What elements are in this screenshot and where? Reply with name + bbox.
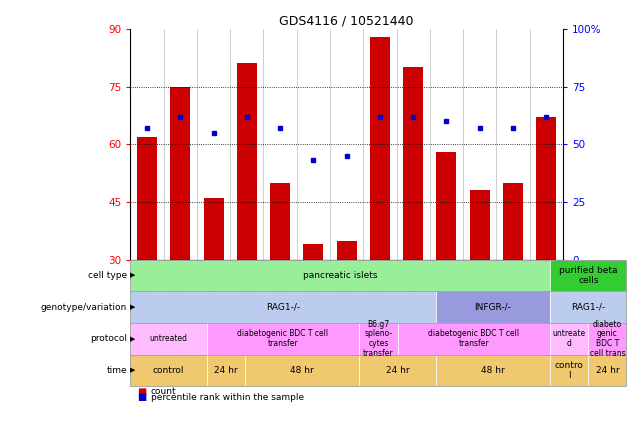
Title: GDS4116 / 10521440: GDS4116 / 10521440 (279, 15, 414, 28)
Text: control: control (153, 366, 184, 375)
Bar (170, 87, 190, 260)
Text: 48 hr: 48 hr (481, 366, 505, 375)
Text: untreated: untreated (149, 334, 188, 343)
Text: time: time (107, 366, 127, 375)
Text: 24 hr: 24 hr (214, 366, 238, 375)
Text: B6.g7
spleno-
cytes
transfer: B6.g7 spleno- cytes transfer (363, 320, 394, 358)
Text: percentile rank within the sample: percentile rank within the sample (151, 393, 304, 402)
Bar (503, 183, 523, 260)
Text: RAG1-/-: RAG1-/- (571, 303, 605, 312)
Text: cell type: cell type (88, 271, 127, 280)
Bar (436, 152, 457, 260)
Text: ▶: ▶ (130, 368, 135, 373)
Bar (403, 67, 423, 260)
Text: ■: ■ (137, 392, 146, 402)
Bar (336, 241, 357, 260)
Text: diabeto
genic
BDC T
cell trans: diabeto genic BDC T cell trans (590, 320, 625, 358)
Bar (137, 137, 157, 260)
Bar (536, 117, 556, 260)
Text: 24 hr: 24 hr (385, 366, 410, 375)
Bar (270, 183, 290, 260)
Text: ■: ■ (137, 387, 146, 396)
Bar (470, 190, 490, 260)
Bar (303, 244, 323, 260)
Text: 24 hr: 24 hr (595, 366, 619, 375)
Text: RAG1-/-: RAG1-/- (266, 303, 300, 312)
Text: pancreatic islets: pancreatic islets (303, 271, 378, 280)
Text: ▶: ▶ (130, 304, 135, 310)
Text: untreate
d: untreate d (553, 329, 586, 348)
Text: protocol: protocol (90, 334, 127, 343)
Bar (204, 198, 223, 260)
Text: ▶: ▶ (130, 273, 135, 278)
Text: ▶: ▶ (130, 336, 135, 342)
Bar (370, 36, 390, 260)
Bar (237, 63, 257, 260)
Text: purified beta
cells: purified beta cells (559, 266, 618, 285)
Text: contro
l: contro l (555, 361, 584, 380)
Text: 48 hr: 48 hr (290, 366, 314, 375)
Text: genotype/variation: genotype/variation (41, 303, 127, 312)
Text: INFGR-/-: INFGR-/- (474, 303, 511, 312)
Text: diabetogenic BDC T cell
transfer: diabetogenic BDC T cell transfer (237, 329, 329, 348)
Text: diabetogenic BDC T cell
transfer: diabetogenic BDC T cell transfer (428, 329, 520, 348)
Text: count: count (151, 387, 176, 396)
